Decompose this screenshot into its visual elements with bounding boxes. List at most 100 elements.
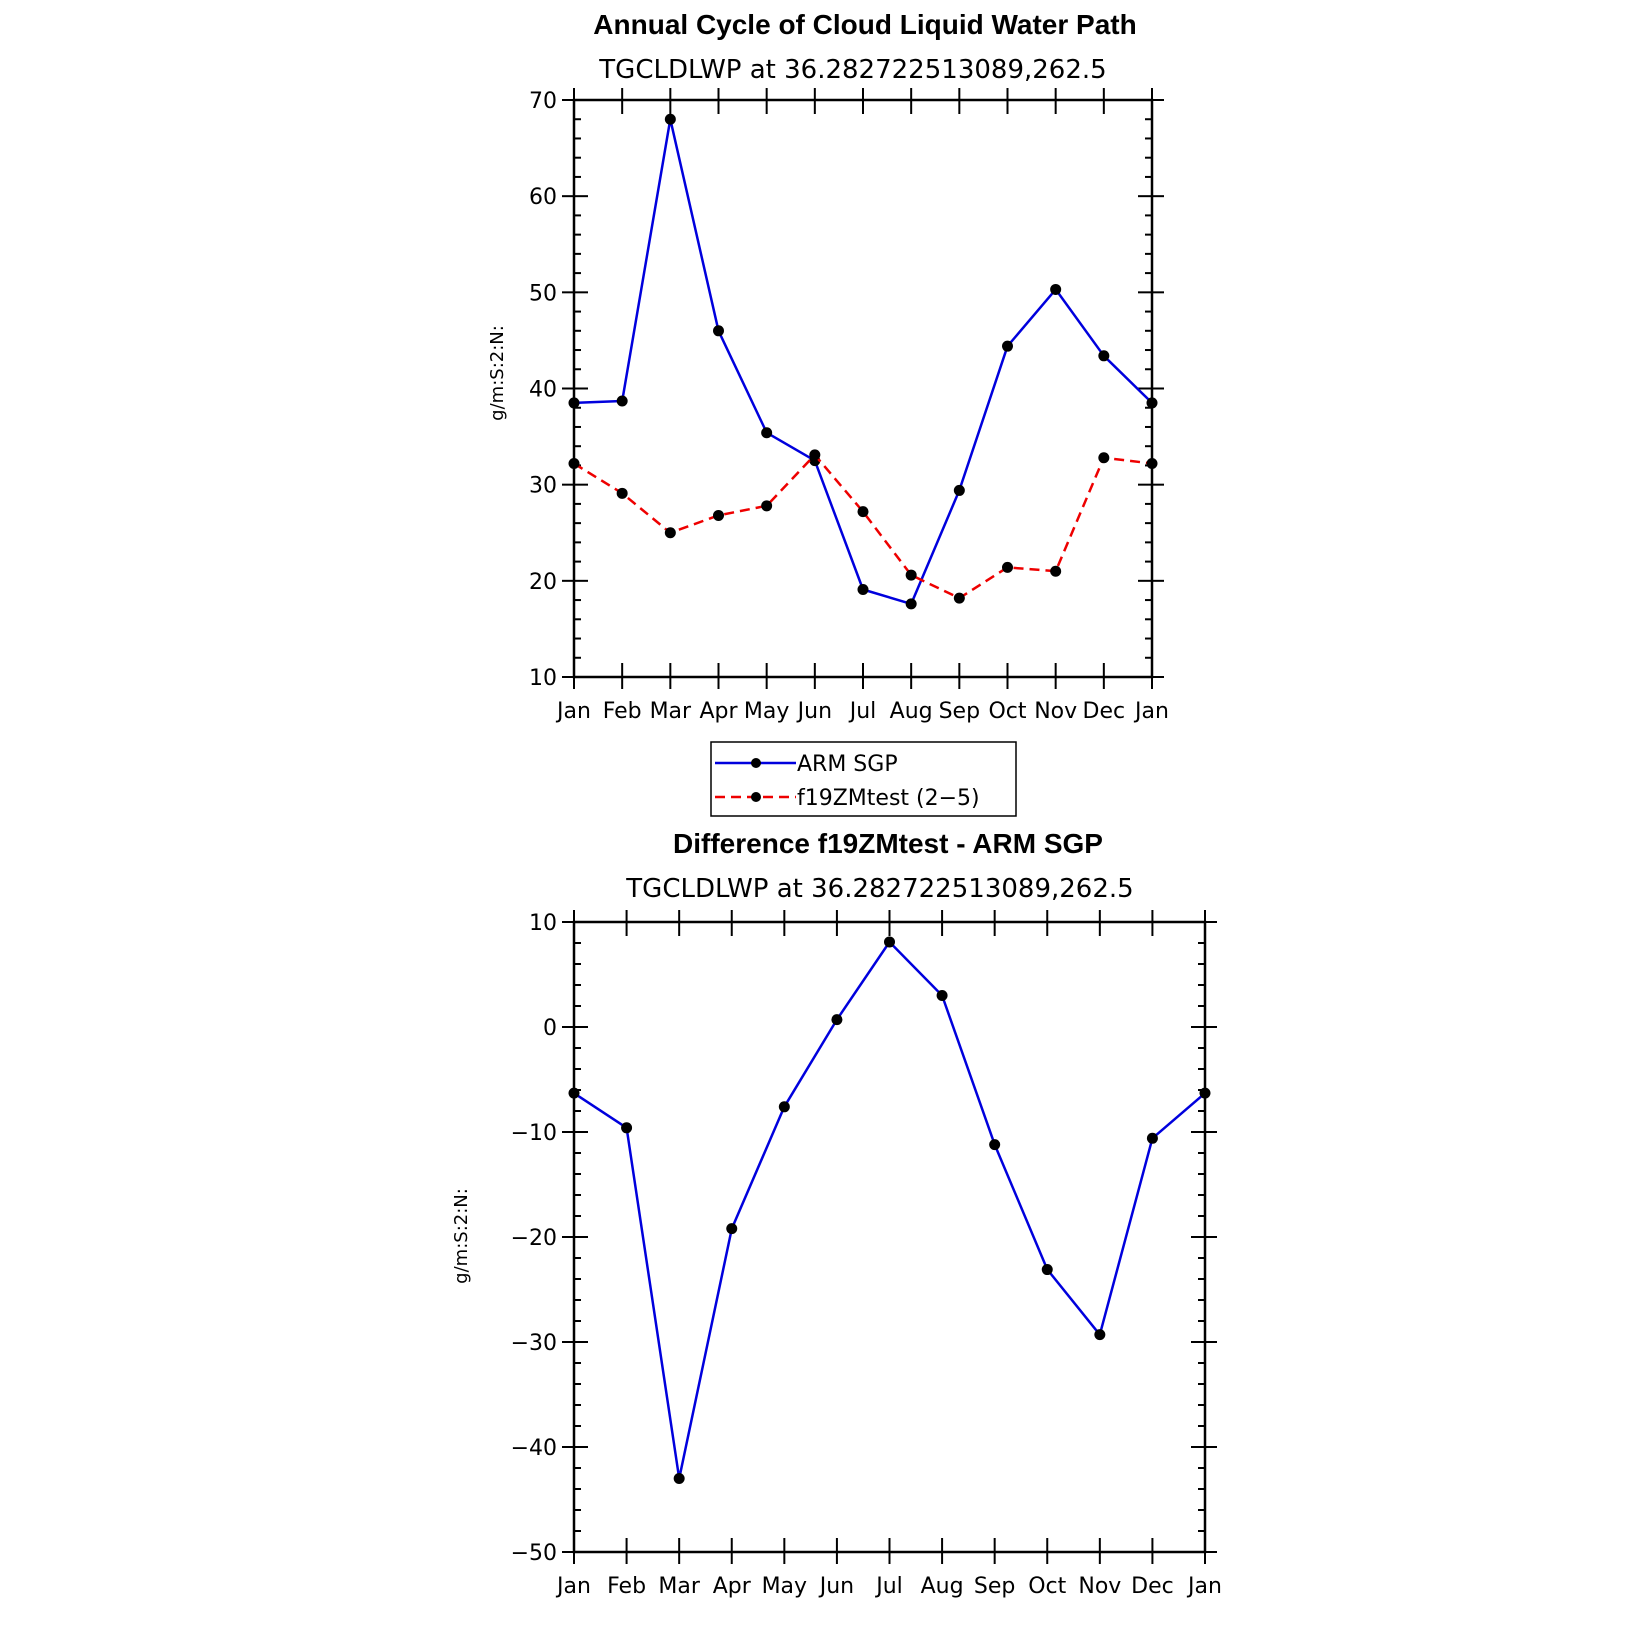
series-line-0 xyxy=(573,940,1206,1480)
x-tick-label: Aug xyxy=(890,699,933,724)
x-tick-label: Jan xyxy=(555,699,591,724)
y-tick-label: 0 xyxy=(543,1016,557,1041)
series-1-point xyxy=(953,592,965,604)
x-tick-label: Feb xyxy=(603,699,642,724)
x-tick-label: Aug xyxy=(921,1574,964,1599)
series-0-point xyxy=(761,427,773,439)
series-line-0 xyxy=(573,117,1153,606)
series-0-point xyxy=(616,395,628,407)
y-tick-label: −10 xyxy=(511,1121,557,1146)
x-tick-label: Jan xyxy=(1133,699,1169,724)
x-tick-label: Apr xyxy=(699,699,738,724)
series-1-point xyxy=(1098,452,1110,464)
series-0-point xyxy=(1146,1132,1158,1144)
y-tick-label: 40 xyxy=(529,378,557,403)
difference-panel: Difference f19ZMtest - ARM SGP TGCLDLWP … xyxy=(451,828,1222,1599)
y-tick-label: −40 xyxy=(511,1436,557,1461)
series-0-point xyxy=(673,1473,685,1484)
legend-box xyxy=(710,741,1017,817)
panel1-plot-frame xyxy=(572,98,1154,679)
series-1-point xyxy=(713,509,724,521)
x-tick-label: Apr xyxy=(713,1574,752,1599)
x-tick-label: Oct xyxy=(988,699,1026,724)
legend-arm-sgp-label: ARM SGP xyxy=(797,752,898,777)
annual-cycle-panel: Annual Cycle of Cloud Liquid Water Path … xyxy=(487,9,1169,724)
series-0-point xyxy=(1050,283,1062,295)
x-tick-label: May xyxy=(744,699,789,724)
y-tick-label: 30 xyxy=(529,474,557,499)
y-tick-label: 50 xyxy=(529,281,557,306)
x-tick-label: Dec xyxy=(1083,699,1126,724)
y-tick-label: 70 xyxy=(529,89,557,114)
x-tick-label: Mar xyxy=(650,699,692,724)
x-tick-label: Dec xyxy=(1131,1574,1174,1599)
x-tick-label: Sep xyxy=(974,1574,1015,1599)
x-tick-label: Jan xyxy=(555,1574,591,1599)
legend-arm-sgp-marker xyxy=(751,758,761,768)
x-tick-label: May xyxy=(762,1574,807,1599)
panel2-title: Difference f19ZMtest - ARM SGP xyxy=(673,828,1103,859)
series-0-point xyxy=(831,1014,843,1026)
y-tick-label: 60 xyxy=(529,185,557,210)
x-tick-label: Jun xyxy=(818,1574,854,1599)
series-0-point xyxy=(905,598,917,610)
x-tick-label: Jul xyxy=(848,699,877,724)
panel2-tick-labels: −50 −40 −30 −20 −10 0 10 Jan Feb Mar Apr May Jun Jul A… xyxy=(511,911,1222,1599)
x-tick-label: Nov xyxy=(1034,699,1077,724)
legend: ARM SGP f19ZMtest (2−5) xyxy=(710,741,1017,817)
panel1-series xyxy=(568,113,1158,610)
series-1-point xyxy=(857,506,869,518)
series-0-point xyxy=(1094,1329,1106,1341)
series-0-point xyxy=(726,1223,738,1235)
series-0-point xyxy=(713,325,724,337)
panel1-axis-ticks xyxy=(562,88,1164,689)
series-1-point xyxy=(905,569,917,581)
series-0-point xyxy=(936,990,948,1001)
y-tick-label: 10 xyxy=(529,666,557,691)
series-0-point xyxy=(989,1139,1001,1151)
panel2-subtitle: TGCLDLWP at 36.282722513089,262.5 xyxy=(625,874,1133,904)
y-tick-label: −30 xyxy=(511,1331,557,1356)
x-tick-label: Jul xyxy=(874,1574,903,1599)
series-1-point xyxy=(664,527,676,539)
y-tick-label: 20 xyxy=(529,570,557,595)
panel1-y-axis-label: g/m:S:2:N: xyxy=(487,325,508,421)
series-0-point xyxy=(1098,350,1110,362)
series-1-point xyxy=(1002,561,1013,573)
panel1-tick-labels: 10 20 30 40 50 60 70 Jan Feb Mar Apr May Jun Jul Aug Se… xyxy=(529,89,1169,724)
x-tick-label: Mar xyxy=(658,1574,700,1599)
legend-f19zmtest-label: f19ZMtest (2−5) xyxy=(797,786,980,811)
series-1-point xyxy=(616,487,628,499)
legend-item-arm-sgp: ARM SGP xyxy=(715,752,898,777)
panel2-axis-ticks xyxy=(562,910,1217,1564)
series-0-point xyxy=(778,1101,790,1113)
legend-f19zmtest-marker xyxy=(751,792,761,802)
series-1-point xyxy=(809,449,821,461)
panel1-subtitle: TGCLDLWP at 36.282722513089,262.5 xyxy=(598,55,1106,85)
panel2-plot-frame xyxy=(572,920,1207,1554)
panel1-title: Annual Cycle of Cloud Liquid Water Path xyxy=(593,9,1136,40)
x-tick-label: Feb xyxy=(607,1574,646,1599)
x-tick-label: Oct xyxy=(1028,1574,1066,1599)
series-0-point xyxy=(621,1122,633,1134)
x-tick-label: Nov xyxy=(1078,1574,1121,1599)
series-0-point xyxy=(1002,340,1013,352)
x-tick-label: Jun xyxy=(796,699,832,724)
legend-item-f19zmtest: f19ZMtest (2−5) xyxy=(715,786,980,811)
series-0-point xyxy=(953,484,965,496)
series-0-point xyxy=(857,583,869,595)
series-1-point xyxy=(761,500,773,512)
y-tick-label: −50 xyxy=(511,1541,557,1566)
y-tick-label: 10 xyxy=(529,911,557,936)
x-tick-label: Jan xyxy=(1186,1574,1222,1599)
series-0-point xyxy=(664,113,676,125)
panel2-y-axis-label: g/m:S:2:N: xyxy=(451,1188,472,1284)
y-tick-label: −20 xyxy=(511,1226,557,1251)
series-0-point xyxy=(884,936,895,948)
series-0-point xyxy=(1041,1264,1053,1276)
series-1-point xyxy=(1050,565,1062,577)
x-tick-label: Sep xyxy=(939,699,980,724)
series-line-1 xyxy=(573,453,1153,600)
panel2-series xyxy=(568,936,1211,1484)
